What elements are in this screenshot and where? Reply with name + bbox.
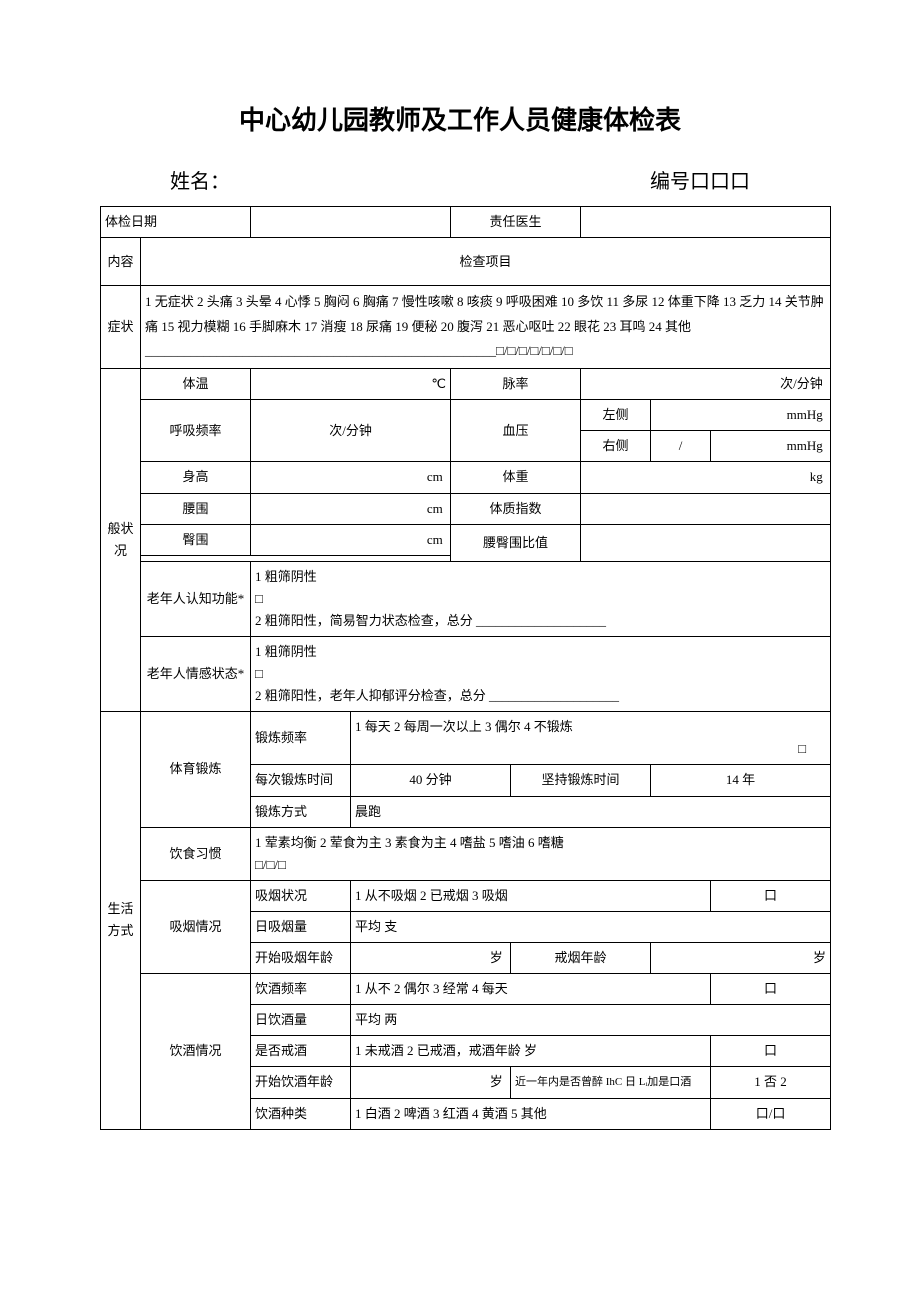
lifestyle-label: 生活方式 — [101, 712, 141, 1129]
height-value[interactable]: cm — [251, 462, 451, 493]
bp-right-value[interactable]: mmHg — [711, 431, 831, 462]
content-label: 内容 — [101, 238, 141, 286]
exercise-mode-label: 锻炼方式 — [251, 796, 351, 827]
exercise-persist-label: 坚持锻炼时间 — [511, 765, 651, 796]
symptoms-label: 症状 — [101, 286, 141, 369]
smoke-quit-label: 戒烟年龄 — [511, 943, 651, 974]
drunk-label: 近一年内是否曾醉 IhC 日 Lᵢ加是口酒 — [511, 1067, 711, 1098]
resp-value[interactable]: 次/分钟 — [251, 400, 451, 462]
height-label: 身高 — [141, 462, 251, 493]
pulse-label: 脉率 — [451, 369, 581, 400]
drink-type-text[interactable]: 1 白酒 2 啤酒 3 红酒 4 黄酒 5 其他 — [351, 1098, 711, 1129]
diet-text[interactable]: 1 荤素均衡 2 荤食为主 3 素食为主 4 嗜盐 5 嗜油 6 嗜糖 □/□/… — [251, 827, 831, 880]
exercise-persist-value[interactable]: 14 年 — [651, 765, 831, 796]
emo-label: 老年人情感状态* — [141, 637, 251, 712]
cog-text[interactable]: 1 粗筛阴性 □ 2 粗筛阳性，简易智力状态检查，总分 ____________… — [251, 561, 831, 636]
drink-type-box[interactable]: 口/口 — [711, 1098, 831, 1129]
exam-date-label: 体检日期 — [101, 207, 251, 238]
exercise-freq-text[interactable]: 1 每天 2 每周一次以上 3 偶尔 4 不锻炼 □ — [351, 712, 831, 765]
weight-label: 体重 — [451, 462, 581, 493]
drink-freq-box[interactable]: 口 — [711, 974, 831, 1005]
general-label: 般状况 — [101, 369, 141, 712]
whr-value[interactable] — [581, 524, 831, 561]
drink-start-value[interactable]: 岁 — [351, 1067, 511, 1098]
exercise-label: 体育锻炼 — [141, 712, 251, 827]
row-content: 内容 检查项目 — [101, 238, 831, 286]
smoke-start-value[interactable]: 岁 — [351, 943, 511, 974]
row-symptoms: 症状 1 无症状 2 头痛 3 头晕 4 心悸 5 胸闷 6 胸痛 7 慢性咳嗽… — [101, 286, 831, 369]
drunk-options[interactable]: 1 否 2 — [711, 1067, 831, 1098]
form-header: 姓名： 编号口口口 — [100, 165, 820, 194]
bp-right-label: 右侧 — [581, 431, 651, 462]
drink-quit-box[interactable]: 口 — [711, 1036, 831, 1067]
drink-quit-text[interactable]: 1 未戒酒 2 已戒酒，戒酒年龄 岁 — [351, 1036, 711, 1067]
exercise-mode-value[interactable]: 晨跑 — [351, 796, 831, 827]
doctor-label: 责任医生 — [451, 207, 581, 238]
id-label: 编号口口口 — [650, 165, 750, 194]
waist-label: 腰围 — [141, 493, 251, 524]
diet-label: 饮食习惯 — [141, 827, 251, 880]
row-exam-date: 体检日期 责任医生 — [101, 207, 831, 238]
drink-quit-label: 是否戒酒 — [251, 1036, 351, 1067]
bmi-label: 体质指数 — [451, 493, 581, 524]
drink-label: 饮酒情况 — [141, 974, 251, 1129]
pulse-value[interactable]: 次/分钟 — [581, 369, 831, 400]
smoke-status-text[interactable]: 1 从不吸烟 2 已戒烟 3 吸烟 — [351, 880, 711, 911]
smoke-label: 吸烟情况 — [141, 880, 251, 973]
doctor-value[interactable] — [581, 207, 831, 238]
exam-date-value[interactable] — [251, 207, 451, 238]
smoke-daily-label: 日吸烟量 — [251, 911, 351, 942]
resp-label: 呼吸频率 — [141, 400, 251, 462]
drink-freq-label: 饮酒频率 — [251, 974, 351, 1005]
drink-freq-text[interactable]: 1 从不 2 偶尔 3 经常 4 每天 — [351, 974, 711, 1005]
temp-label: 体温 — [141, 369, 251, 400]
drink-daily-label: 日饮酒量 — [251, 1005, 351, 1036]
cog-label: 老年人认知功能* — [141, 561, 251, 636]
weight-value[interactable]: kg — [581, 462, 831, 493]
smoke-status-label: 吸烟状况 — [251, 880, 351, 911]
drink-daily-value[interactable]: 平均 两 — [351, 1005, 831, 1036]
drink-type-label: 饮酒种类 — [251, 1098, 351, 1129]
emo-text[interactable]: 1 粗筛阴性 □ 2 粗筛阳性，老年人抑郁评分检查，总分 ___________… — [251, 637, 831, 712]
symptoms-text[interactable]: 1 无症状 2 头痛 3 头晕 4 心悸 5 胸闷 6 胸痛 7 慢性咳嗽 8 … — [141, 286, 831, 369]
bp-label: 血压 — [451, 400, 581, 462]
exercise-freq-label: 锻炼频率 — [251, 712, 351, 765]
bp-left-value[interactable]: mmHg — [651, 400, 831, 431]
bmi-value[interactable] — [581, 493, 831, 524]
drink-start-label: 开始饮酒年龄 — [251, 1067, 351, 1098]
smoke-status-box[interactable]: 口 — [711, 880, 831, 911]
exercise-time-value[interactable]: 40 分钟 — [351, 765, 511, 796]
smoke-start-label: 开始吸烟年龄 — [251, 943, 351, 974]
name-label: 姓名： — [170, 165, 230, 194]
exam-table: 体检日期 责任医生 内容 检查项目 症状 1 无症状 2 头痛 3 头晕 4 心… — [100, 206, 831, 1130]
bp-slash: / — [651, 431, 711, 462]
hip-label: 臀围 — [141, 524, 251, 555]
items-label: 检查项目 — [141, 238, 831, 286]
hip-value[interactable]: cm — [251, 524, 451, 555]
waist-value[interactable]: cm — [251, 493, 451, 524]
bp-left-label: 左侧 — [581, 400, 651, 431]
exercise-time-label: 每次锻炼时间 — [251, 765, 351, 796]
smoke-daily-value[interactable]: 平均 支 — [351, 911, 831, 942]
form-title: 中心幼儿园教师及工作人员健康体检表 — [100, 100, 820, 137]
temp-value[interactable]: ℃ — [251, 369, 451, 400]
whr-label: 腰臀围比值 — [451, 524, 581, 561]
smoke-quit-value[interactable]: 岁 — [651, 943, 831, 974]
